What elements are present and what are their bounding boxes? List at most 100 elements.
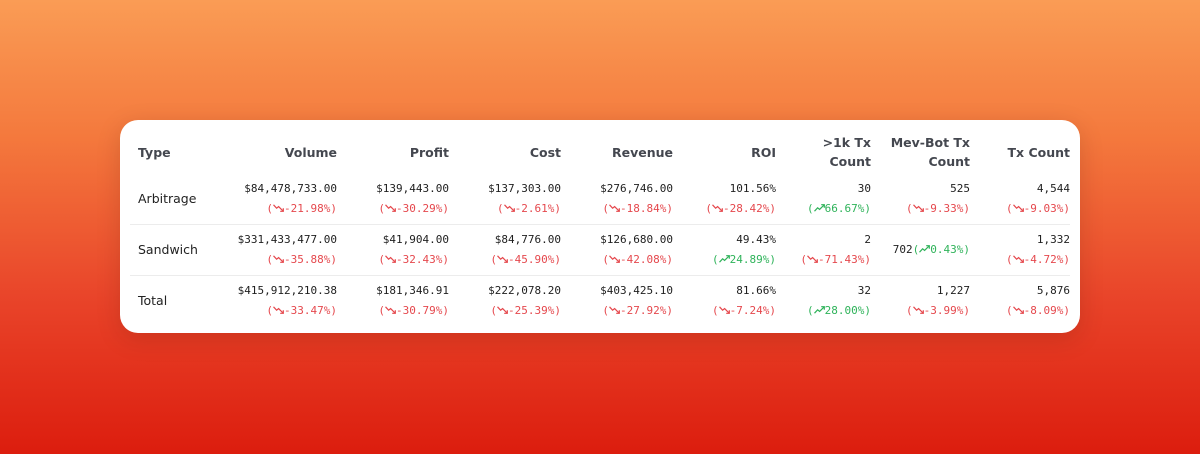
change-percent: -28.42% — [723, 202, 770, 215]
cell-value: 5,876 — [1036, 284, 1070, 297]
trend-up-icon — [813, 306, 825, 314]
row-type-label: Total — [130, 275, 210, 326]
cell-tx-count: 1,332 (-4.72%) — [970, 224, 1070, 276]
change-percent: -18.84% — [620, 202, 667, 215]
header-type: Type — [138, 144, 171, 160]
cell-value: $84,478,733.00 — [244, 182, 337, 195]
change-percent: -71.43% — [818, 253, 865, 266]
cell-value: $41,904.00 — [382, 233, 449, 246]
trend-down-icon — [609, 306, 620, 314]
cell-cost: $84,776.00 (-45.90%) — [449, 224, 561, 276]
header-1k-tx-line2: Count — [829, 154, 871, 169]
row-type-label: Arbitrage — [138, 191, 197, 206]
cell-value: $126,680.00 — [600, 233, 673, 246]
change-percent: 0.43% — [930, 243, 964, 256]
change-indicator: (-35.88%) — [266, 253, 337, 266]
change-indicator: (-42.08%) — [602, 253, 673, 266]
change-indicator: (-4.72%) — [1006, 253, 1070, 266]
change-indicator: (-30.29%) — [378, 202, 449, 215]
cell-value: 81.66% — [736, 284, 776, 297]
trend-down-icon — [807, 255, 818, 263]
cell-revenue: $276,746.00 (-18.84%) — [561, 174, 673, 225]
cell-value: $139,443.00 — [376, 182, 449, 195]
header-cost: Cost — [529, 144, 561, 160]
cell-value: 4,544 — [1036, 182, 1070, 195]
change-percent: -42.08% — [620, 253, 667, 266]
cell-profit: $41,904.00 (-32.43%) — [337, 224, 449, 276]
mev-stats-card: Type Volume Profit Cost Revenue ROI >1k … — [120, 120, 1080, 333]
change-percent: -27.92% — [620, 304, 667, 317]
change-percent: -33.47% — [284, 304, 331, 317]
header-mev-line1: Mev-Bot Tx — [890, 135, 970, 150]
change-indicator: (0.43%) — [912, 243, 970, 256]
cell-mev-bot-tx-count: 525 (-9.33%) — [871, 174, 970, 225]
trend-down-icon — [497, 306, 508, 314]
header-row: Type Volume Profit Cost Revenue ROI >1k … — [130, 130, 1070, 174]
cell-value: 1,227 — [936, 284, 970, 297]
cell-mev-bot-tx-count: 702(0.43%) — [871, 224, 970, 276]
change-percent: -2.61% — [514, 202, 555, 215]
change-indicator: (-71.43%) — [800, 253, 871, 266]
change-indicator: (-18.84%) — [602, 202, 673, 215]
trend-down-icon — [385, 306, 396, 314]
table-row: Sandwich $331,433,477.00(-35.88%) $41,904.… — [130, 224, 1070, 276]
trend-down-icon — [385, 255, 396, 263]
header-mev-bot-tx-count: Mev-Bot Tx Count — [871, 130, 970, 174]
cell-tx-count: 4,544 (-9.03%) — [970, 174, 1070, 225]
header-revenue: Revenue — [611, 144, 673, 160]
row-type-label: Sandwich — [130, 224, 210, 276]
change-indicator: (-7.24%) — [712, 304, 776, 317]
cell-1k-tx-count: 2 (-71.43%) — [776, 224, 871, 276]
change-indicator: (-9.33%) — [906, 202, 970, 215]
change-indicator: (66.67%) — [807, 202, 871, 215]
table-body: Arbitrage $84,478,733.00 (-21.98%) $139,443… — [130, 174, 1070, 326]
trend-down-icon — [385, 204, 396, 212]
change-percent: 24.89% — [729, 253, 770, 266]
cell-value: 1,332 — [1036, 233, 1070, 246]
table-row: Total $415,912,210.38(-33.47%) $181,346.91… — [130, 275, 1070, 326]
cell-value: 525 — [950, 182, 970, 195]
header-mev-line2: Count — [928, 154, 970, 169]
trend-down-icon — [912, 306, 924, 314]
trend-down-icon — [273, 204, 284, 212]
change-percent: -8.09% — [1023, 304, 1064, 317]
cell-roi: 81.66% (-7.24%) — [673, 275, 776, 326]
header-roi: ROI — [751, 144, 776, 160]
cell-tx-count: 5,876 (-8.09%) — [970, 275, 1070, 326]
change-percent: -3.99% — [923, 304, 964, 317]
cell-volume: $331,433,477.00 (-35.88%) — [210, 224, 337, 276]
change-percent: -25.39% — [508, 304, 555, 317]
cell-value: 101.56% — [729, 182, 776, 195]
change-percent: -9.03% — [1023, 202, 1064, 215]
header-1k-tx-count: >1k Tx Count — [776, 130, 871, 174]
change-indicator: (-28.42%) — [705, 202, 776, 215]
change-percent: -45.90% — [508, 253, 555, 266]
change-percent: -4.72% — [1023, 253, 1064, 266]
cell-value: $222,078.20 — [488, 284, 561, 297]
cell-revenue: $403,425.10 (-27.92%) — [561, 275, 673, 326]
header-volume: Volume — [284, 144, 337, 160]
cell-profit: $181,346.91 (-30.79%) — [337, 275, 449, 326]
cell-value: 702 — [892, 243, 913, 256]
cell-value: 32 — [857, 284, 871, 297]
change-indicator: (-2.61%) — [497, 202, 561, 215]
cell-value: 2 — [864, 233, 871, 246]
trend-down-icon — [503, 204, 515, 212]
change-percent: -9.33% — [923, 202, 964, 215]
change-percent: -35.88% — [284, 253, 331, 266]
cell-value: $331,433,477.00 — [237, 233, 337, 246]
trend-down-icon — [273, 306, 284, 314]
trend-down-icon — [609, 255, 620, 263]
change-percent: -7.24% — [729, 304, 770, 317]
cell-value: $415,912,210.38 — [237, 284, 337, 297]
trend-up-icon — [813, 204, 825, 212]
cell-value: $181,346.91 — [376, 284, 449, 297]
trend-up-icon — [718, 255, 730, 263]
change-indicator: (-21.98%) — [266, 202, 337, 215]
cell-value: $84,776.00 — [494, 233, 561, 246]
change-indicator: (-32.43%) — [378, 253, 449, 266]
header-profit: Profit — [409, 144, 449, 160]
trend-down-icon — [718, 306, 730, 314]
cell-roi: 49.43% (24.89%) — [673, 224, 776, 276]
cell-revenue: $126,680.00 (-42.08%) — [561, 224, 673, 276]
